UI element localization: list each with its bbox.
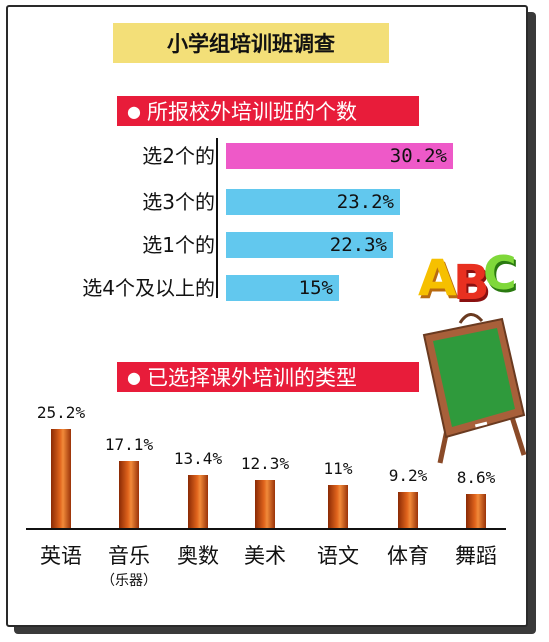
section-title-types: 已选择课外培训的类型 bbox=[146, 366, 357, 390]
hbar-value-label: 23.2% bbox=[336, 191, 394, 213]
svg-text:A: A bbox=[420, 252, 459, 310]
hbar-bar bbox=[226, 275, 339, 301]
vbar-bar bbox=[119, 461, 139, 528]
section-head-types: ● 已选择课外培训的类型 bbox=[117, 362, 419, 392]
vbar-value-label: 11% bbox=[323, 459, 353, 478]
vbar-category-label: 美术 bbox=[244, 544, 286, 568]
hbar-category-label: 选4个及以上的 bbox=[82, 276, 215, 300]
vbar-bar bbox=[255, 480, 275, 528]
svg-text:C: C bbox=[483, 246, 517, 300]
bullet-icon: ● bbox=[127, 367, 141, 387]
vbar-value-label: 9.2% bbox=[388, 466, 428, 485]
hbar-value-label: 30.2% bbox=[389, 145, 447, 167]
vbar-value-label: 25.2% bbox=[36, 403, 86, 422]
hbar-bar bbox=[226, 232, 393, 258]
vbar-bar bbox=[328, 485, 348, 528]
vbar-bar bbox=[398, 492, 418, 528]
vbar-category-label: 音乐 bbox=[108, 544, 150, 568]
vbar-category-label: 奥数 bbox=[177, 544, 219, 568]
vbar-category-label: 舞蹈 bbox=[455, 544, 497, 568]
vbar-bar bbox=[51, 429, 71, 528]
page-title: 小学组培训班调查 bbox=[113, 23, 389, 63]
vbar-value-label: 12.3% bbox=[240, 454, 290, 473]
chalkboard-icon bbox=[422, 313, 527, 464]
vbar-category-label: 体育 bbox=[387, 544, 429, 568]
svg-text:B: B bbox=[455, 258, 492, 310]
abc-letters-icon: A A B B C C bbox=[418, 246, 518, 310]
vbar-bar bbox=[466, 494, 486, 528]
hbar-bar bbox=[226, 189, 400, 215]
vbar-baseline bbox=[26, 528, 506, 530]
bullet-icon: ● bbox=[127, 101, 141, 121]
hbar-category-label: 选3个的 bbox=[142, 190, 215, 214]
hbar-value-label: 22.3% bbox=[329, 234, 387, 256]
vbar-bar bbox=[188, 475, 208, 528]
section-title-count: 所报校外培训班的个数 bbox=[146, 100, 357, 124]
section-head-count: ● 所报校外培训班的个数 bbox=[117, 96, 419, 126]
svg-text:C: C bbox=[485, 249, 518, 303]
vbar-value-label: 8.6% bbox=[456, 468, 496, 487]
hbar-axis bbox=[216, 138, 218, 298]
svg-text:B: B bbox=[453, 255, 490, 310]
svg-text:A: A bbox=[418, 249, 457, 307]
hbar-value-label: 15% bbox=[298, 277, 333, 299]
hbar-bar bbox=[226, 143, 453, 169]
vbar-category-label: 语文 bbox=[317, 544, 359, 568]
vbar-category-note: （乐器） bbox=[101, 573, 157, 589]
vbar-category-label: 英语 bbox=[40, 544, 82, 568]
vbar-value-label: 13.4% bbox=[173, 449, 223, 468]
hbar-category-label: 选1个的 bbox=[142, 233, 215, 257]
vbar-value-label: 17.1% bbox=[104, 435, 154, 454]
hbar-category-label: 选2个的 bbox=[142, 144, 215, 168]
